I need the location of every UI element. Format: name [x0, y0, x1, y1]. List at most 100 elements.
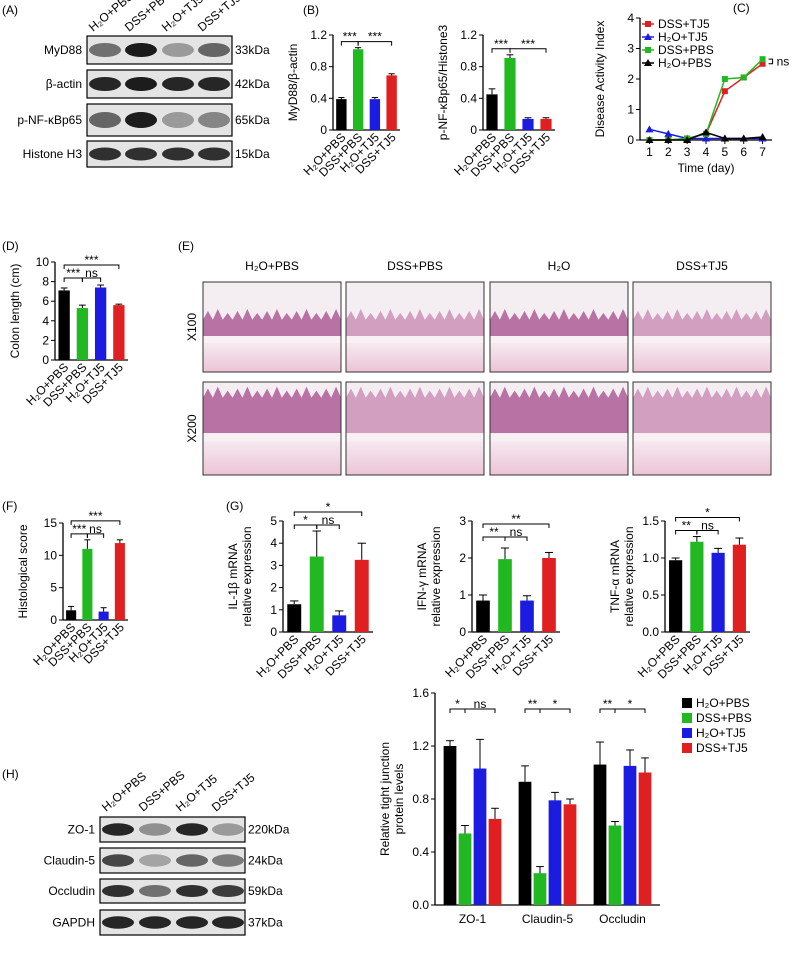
bar: [563, 804, 577, 905]
y-tick-label: 0.4: [412, 845, 429, 859]
legend-label: DSS+PBS: [696, 711, 752, 725]
bar: [542, 558, 556, 632]
protein-label: Occludin: [48, 884, 95, 898]
point: [664, 136, 673, 143]
size-label: 65kDa: [235, 113, 270, 127]
bar: [623, 765, 637, 905]
bar: [518, 781, 532, 905]
y-axis-label: relative expression: [240, 526, 254, 626]
y-axis-label: Colon length (cm): [8, 264, 22, 359]
legend-label: H₂O+PBS: [658, 56, 712, 70]
submucosa: [346, 336, 484, 344]
column-label: DSS+PBS: [387, 259, 443, 273]
blot-band: [212, 916, 244, 929]
point: [759, 56, 766, 63]
size-label: 59kDa: [248, 884, 283, 898]
histology-image: [345, 381, 485, 476]
blot-band: [198, 112, 230, 128]
blot-band: [89, 77, 121, 91]
significance-label: *: [553, 697, 558, 711]
blot-band: [139, 916, 171, 929]
mucosa: [346, 309, 484, 336]
significance-bracket: [70, 520, 121, 525]
y-tick-label: 0: [42, 353, 49, 367]
bar: [473, 768, 487, 905]
lane-label: DSS+TJ5: [209, 770, 258, 814]
significance-bracket: [509, 48, 547, 53]
significance-bracket: [81, 277, 102, 282]
submucosa: [346, 433, 484, 441]
point: [721, 76, 728, 82]
significance-label: ns: [701, 519, 714, 533]
y-axis-label: Relative tight junction: [378, 742, 392, 856]
bar: [369, 99, 381, 130]
x-axis-label: Time (day): [678, 161, 735, 175]
y-tick-label: 5: [270, 514, 277, 528]
legend-label: DSS+PBS: [658, 43, 714, 57]
image-frame: [632, 281, 772, 373]
ns-bracket: [768, 58, 774, 65]
y-axis-label: p-NF-κBp65/Histone3: [436, 24, 450, 140]
protein-label: ZO-1: [68, 823, 96, 837]
point: [683, 136, 692, 143]
y-tick-label: 0: [627, 133, 634, 147]
point: [664, 129, 673, 137]
muscle: [346, 343, 484, 372]
bar: [443, 746, 457, 905]
y-tick-label: 6: [42, 294, 49, 308]
y-tick-label: 4: [270, 536, 277, 550]
blot-band: [176, 823, 208, 836]
bar: [336, 99, 347, 130]
significance-label: **: [682, 519, 692, 533]
blot-band: [102, 854, 134, 867]
bar: [66, 610, 77, 620]
protein-label: Claudin-5: [44, 854, 96, 868]
blot-band: [139, 854, 171, 867]
significance-label: *: [303, 513, 308, 527]
legend-swatch: [682, 713, 692, 723]
blot-band: [89, 112, 121, 128]
significance-label: ns: [85, 266, 98, 280]
significance-bracket: [675, 517, 740, 522]
y-tick-label: 1: [459, 588, 466, 602]
y-tick-label: 0.0: [412, 898, 429, 912]
y-axis-label: Histological score: [16, 524, 30, 618]
y-tick-label: 2: [42, 333, 49, 347]
x-tick-label: Occludin: [599, 912, 646, 926]
panel-label: (E): [178, 239, 194, 253]
panel-label: (C): [733, 1, 750, 15]
bar: [309, 556, 324, 632]
row-label: X200: [185, 414, 199, 442]
muscle: [490, 343, 628, 372]
panel-label: (D): [2, 239, 19, 253]
image-frame: [489, 381, 629, 476]
significance-bracket: [614, 708, 646, 713]
muscle: [633, 440, 771, 475]
y-axis-label: TNF-α mRNA: [608, 540, 622, 613]
y-tick-label: 0: [470, 123, 477, 137]
blot-band: [212, 885, 244, 897]
size-label: 220kDa: [248, 823, 290, 837]
image-frame: [202, 281, 342, 373]
submucosa: [490, 336, 628, 344]
y-tick-label: 15: [44, 516, 58, 530]
histology-image: [489, 381, 629, 476]
y-tick-label: 1.2: [460, 28, 477, 42]
legend-label: DSS+TJ5: [696, 741, 748, 755]
size-label: 37kDa: [248, 916, 283, 930]
mucosa: [490, 386, 628, 434]
blot-band: [102, 823, 134, 836]
y-axis-label: Disease Activity Index: [593, 21, 607, 138]
y-tick-label: 2: [270, 581, 277, 595]
panel-label: (G): [226, 499, 243, 513]
blot-band: [162, 112, 194, 128]
significance-label: ***: [66, 266, 80, 280]
bar: [669, 560, 683, 632]
blot-band: [212, 823, 244, 836]
bar: [476, 600, 490, 632]
significance-bracket: [482, 523, 550, 528]
series-line: [649, 58, 764, 141]
panel-label: (F): [2, 499, 17, 513]
bar: [352, 49, 364, 130]
bar: [114, 543, 125, 620]
